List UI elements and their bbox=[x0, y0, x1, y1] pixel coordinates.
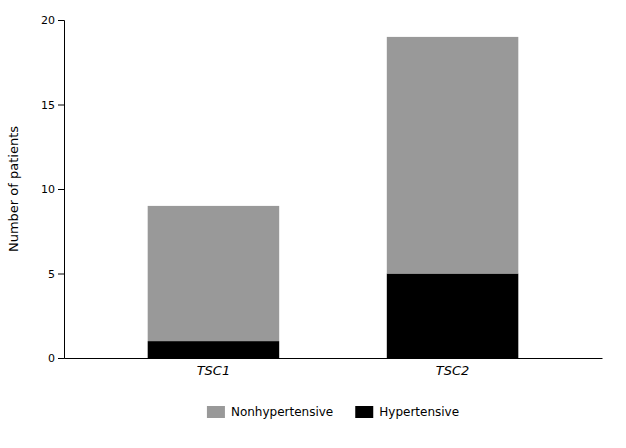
x-axis-line bbox=[65, 358, 603, 359]
chart: 0 5 10 15 20 TSC1 TSC2 Number of patients Nonhyp… bbox=[0, 0, 626, 448]
y-tick-label: 10 bbox=[41, 183, 55, 196]
bar bbox=[387, 274, 519, 359]
y-tick: 15 bbox=[41, 99, 64, 112]
series-bars bbox=[148, 37, 519, 341]
y-tick-mark bbox=[58, 20, 64, 21]
y-axis-line bbox=[58, 21, 65, 359]
y-tick: 0 bbox=[48, 352, 64, 365]
legend-swatch bbox=[207, 406, 225, 418]
y-tick-mark bbox=[58, 189, 64, 190]
y-axis-title: Number of patients bbox=[6, 126, 21, 252]
y-tick-mark bbox=[58, 274, 64, 275]
y-tick-label: 20 bbox=[41, 14, 55, 27]
x-tick: TSC1 bbox=[197, 358, 231, 378]
x-tick-label: TSC1 bbox=[197, 363, 231, 378]
y-tick: 5 bbox=[48, 268, 64, 281]
y-tick: 20 bbox=[41, 14, 64, 27]
legend-item: Hypertensive bbox=[355, 405, 459, 419]
y-tick: 10 bbox=[41, 183, 64, 196]
x-axis: TSC1 TSC2 bbox=[65, 358, 603, 378]
bars bbox=[148, 37, 519, 358]
y-tick-mark bbox=[58, 105, 64, 106]
plot: 0 5 10 15 20 TSC1 TSC2 bbox=[41, 14, 603, 378]
y-axis: 0 5 10 15 20 bbox=[41, 14, 65, 365]
y-tick-mark bbox=[58, 358, 64, 359]
legend: Nonhypertensive Hypertensive bbox=[207, 405, 459, 419]
y-tick-label: 0 bbox=[48, 352, 55, 365]
legend-label: Hypertensive bbox=[379, 405, 459, 419]
legend-item: Nonhypertensive bbox=[207, 405, 333, 419]
bar bbox=[148, 206, 280, 341]
legend-label: Nonhypertensive bbox=[231, 405, 333, 419]
x-tick-label: TSC2 bbox=[436, 363, 470, 378]
y-tick-label: 5 bbox=[48, 268, 55, 281]
x-tick: TSC2 bbox=[436, 358, 470, 378]
y-tick-label: 15 bbox=[41, 99, 55, 112]
bar bbox=[387, 37, 519, 274]
legend-swatch bbox=[355, 406, 373, 418]
bar bbox=[148, 341, 280, 358]
